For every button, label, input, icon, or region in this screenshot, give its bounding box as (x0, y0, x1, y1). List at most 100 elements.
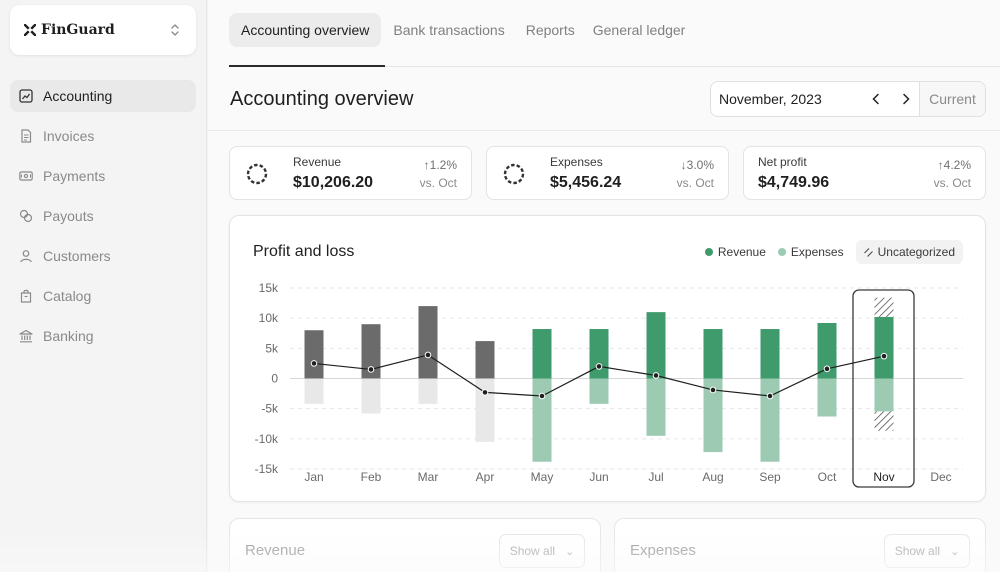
show-all-label: Show all (509, 544, 556, 558)
tab-bank-transactions[interactable]: Bank transactions (393, 22, 505, 38)
sidebar-item-label: Invoices (43, 128, 95, 144)
sidebar-item-label: Banking (43, 328, 94, 344)
card-title: Expenses (630, 542, 696, 559)
uncategorized-bar (874, 297, 894, 317)
revenue-bar (703, 329, 723, 379)
sidebar-item-payouts[interactable]: Payouts (10, 200, 196, 232)
x-tick-label: Feb (361, 470, 382, 484)
chart-legend: Revenue Expenses Uncategorized (693, 240, 963, 264)
expenses-breakdown-card: Expenses Show all ⌄ (614, 518, 986, 572)
net-profit-point (652, 372, 660, 379)
expenses-bar (589, 378, 609, 404)
sidebar-item-invoices[interactable]: Invoices (10, 120, 196, 152)
legend-label: Uncategorized (877, 245, 955, 259)
legend-uncategorized[interactable]: Uncategorized (855, 240, 963, 264)
revenue-bar (532, 329, 552, 379)
revenue-bar (361, 324, 381, 379)
expenses-bar (760, 378, 780, 462)
legend-dot-revenue (704, 248, 713, 256)
x-tick-label: May (531, 470, 554, 484)
brand-name: FinGuard (41, 22, 115, 38)
x-tick-label: Mar (418, 470, 439, 484)
net-profit-point (481, 389, 489, 396)
sidebar-item-label: Accounting (43, 88, 113, 104)
revenue-breakdown-card: Revenue Show all ⌄ (229, 518, 601, 572)
expenses-bar (817, 378, 837, 417)
expenses-bar (361, 378, 381, 414)
kpi-card-net-profit[interactable]: Net profit $4,749.96 ↑4.2% vs. Oct (743, 146, 986, 200)
next-month-button[interactable] (891, 82, 921, 116)
revenue-bar (646, 312, 666, 379)
kpi-label: Revenue (293, 155, 342, 169)
x-tick-label: Sep (759, 470, 781, 484)
kpi-label: Expenses (550, 155, 603, 169)
payments-icon (19, 171, 33, 181)
x-tick-label: Nov (873, 470, 894, 484)
sidebar-item-banking[interactable]: Banking (10, 320, 196, 352)
chevron-right-icon (903, 93, 910, 105)
legend-expenses[interactable]: Expenses (777, 245, 844, 259)
revenue-bar (475, 341, 495, 379)
invoice-icon (21, 129, 32, 143)
sidebar-item-payments[interactable]: Payments (10, 160, 196, 192)
chevron-down-icon: ⌄ (565, 545, 575, 558)
payouts-icon (19, 209, 33, 223)
net-profit-point (595, 363, 603, 370)
revenue-bar (418, 306, 438, 379)
chevron-left-icon (872, 93, 879, 105)
y-tick-label: -10k (255, 432, 279, 446)
sidebar-item-accounting[interactable]: Accounting (10, 80, 196, 112)
revenue-bar (760, 329, 780, 379)
legend-label: Expenses (790, 245, 844, 259)
tab-bar: Accounting overview Bank transactions Re… (229, 13, 694, 47)
tab-general-ledger[interactable]: General ledger (592, 22, 686, 38)
sidebar-item-label: Payments (43, 168, 106, 184)
x-tick-label: Apr (476, 470, 495, 484)
net-profit-point (538, 392, 546, 400)
selected-month-highlight (852, 289, 915, 488)
sidebar-item-catalog[interactable]: Catalog (10, 280, 196, 312)
sidebar-item-customers[interactable]: Customers (10, 240, 196, 272)
finguard-logo-icon (24, 24, 36, 36)
sidebar: FinGuard Accounting Invoices Payments Pa… (0, 0, 207, 572)
y-tick-label: -5k (261, 402, 279, 416)
kpi-card-expenses[interactable]: Expenses $5,456.24 ↓3.0% vs. Oct (486, 146, 729, 200)
accounting-icon (19, 89, 33, 103)
kpi-card-revenue[interactable]: Revenue $10,206.20 ↑1.2% vs. Oct (229, 146, 472, 200)
x-tick-label: Aug (702, 470, 723, 484)
net-profit-point (880, 352, 888, 360)
net-profit-point (823, 365, 831, 373)
legend-revenue[interactable]: Revenue (704, 245, 766, 259)
y-tick-label: -15k (255, 462, 279, 476)
date-value[interactable]: November, 2023 (719, 91, 822, 107)
show-all-dropdown[interactable]: Show all ⌄ (499, 534, 585, 568)
expenses-bar (304, 378, 324, 404)
chart-title: Profit and loss (253, 243, 355, 260)
loading-ring-icon (246, 163, 268, 185)
x-tick-label: Oct (818, 470, 837, 484)
sidebar-item-label: Catalog (43, 288, 92, 304)
customers-icon (20, 250, 32, 263)
workspace-switcher[interactable]: FinGuard (10, 5, 196, 55)
kpi-label: Net profit (758, 155, 807, 169)
x-tick-label: Jan (304, 470, 323, 484)
tab-reports[interactable]: Reports (525, 22, 575, 38)
chevron-up-down-icon (171, 24, 179, 36)
expenses-bar (418, 378, 438, 404)
y-tick-label: 0 (271, 372, 278, 386)
net-profit-point (766, 392, 774, 400)
kpi-comparison: vs. Oct (676, 176, 714, 190)
y-tick-label: 10k (259, 311, 279, 325)
x-tick-label: Jul (648, 470, 663, 484)
header-divider (208, 130, 1000, 131)
tab-accounting-overview[interactable]: Accounting overview (229, 13, 382, 47)
expenses-bar (703, 378, 723, 453)
kpi-delta: ↑1.2% (423, 158, 457, 172)
current-month-button[interactable]: Current (919, 82, 985, 116)
show-all-dropdown[interactable]: Show all ⌄ (884, 534, 970, 568)
date-picker: November, 2023 Current (710, 81, 986, 117)
previous-month-button[interactable] (861, 82, 891, 116)
profit-loss-card: 15k 10k 5k 0 -5k -10k -15k Jan Feb Mar Apr May Jun Ju… (229, 215, 986, 502)
x-tick-label: Jun (589, 470, 608, 484)
revenue-bar (874, 316, 894, 379)
